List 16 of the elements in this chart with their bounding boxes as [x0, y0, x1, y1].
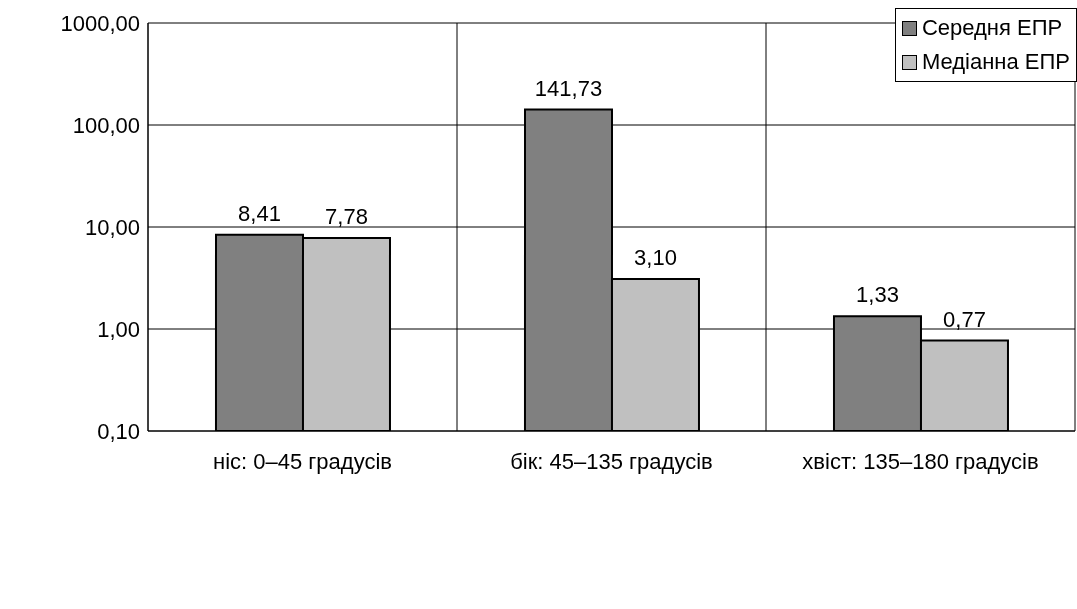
x-tick-label: ніс: 0–45 градусів [213, 448, 392, 474]
data-label: 1,33 [856, 282, 899, 308]
y-tick-label: 1,00 [97, 316, 140, 342]
y-tick-label: 1000,00 [60, 10, 140, 36]
data-label: 8,41 [238, 200, 281, 226]
y-tick-label: 0,10 [97, 418, 140, 444]
data-label: 0,77 [943, 306, 986, 332]
y-tick-label: 100,00 [72, 112, 140, 138]
data-label: 7,78 [325, 204, 368, 230]
data-label: 3,10 [634, 244, 677, 270]
legend-label: Середня ЕПР [921, 14, 1063, 42]
legend-label: Медіанна ЕПР [921, 48, 1070, 76]
y-tick-label: 10,00 [84, 214, 140, 240]
x-tick-label: бік: 45–135 градусів [510, 448, 713, 474]
data-label: 141,73 [534, 75, 603, 101]
x-tick-label: хвіст: 135–180 градусів [802, 448, 1039, 474]
